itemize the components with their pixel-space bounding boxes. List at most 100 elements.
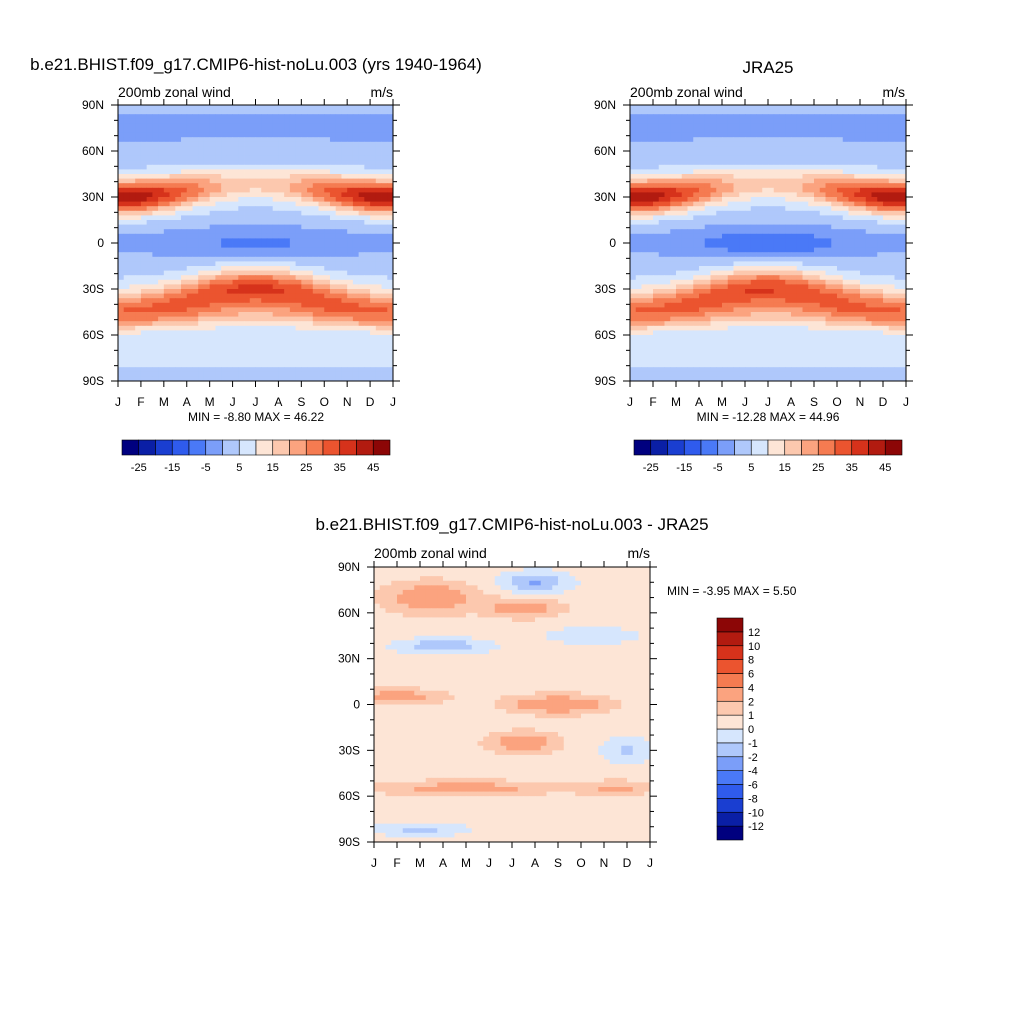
heatmap-cell [837, 284, 843, 289]
heatmap-cell [330, 215, 336, 220]
heatmap-cell [762, 211, 768, 216]
heatmap-cell [780, 261, 786, 266]
heatmap-cell [187, 330, 193, 335]
heatmap-cell [734, 248, 740, 253]
heatmap-cell [244, 243, 250, 248]
heatmap-cell [152, 137, 158, 142]
heatmap-cell [860, 105, 866, 110]
heatmap-cell [791, 160, 797, 165]
heatmap-cell [728, 289, 734, 294]
heatmap-cell [210, 284, 216, 289]
heatmap-cell [734, 266, 740, 271]
heatmap-cell [722, 275, 728, 280]
heatmap-cell [296, 238, 302, 243]
heatmap-cell [808, 114, 814, 119]
heatmap-cell [330, 142, 336, 147]
heatmap-cell [768, 169, 774, 174]
heatmap-cell [364, 312, 370, 317]
heatmap-cell [647, 188, 653, 193]
heatmap-cell [244, 234, 250, 239]
heatmap-cell [665, 275, 671, 280]
heatmap-cell [797, 165, 803, 170]
heatmap-cell [359, 165, 365, 170]
heatmap-cell [170, 183, 176, 188]
heatmap-cell [147, 133, 153, 138]
heatmap-cell [261, 133, 267, 138]
heatmap-cell [387, 229, 393, 234]
heatmap-cell [843, 252, 849, 257]
heatmap-cell [364, 238, 370, 243]
heatmap-cell [278, 234, 284, 239]
heatmap-cell [221, 114, 227, 119]
heatmap-cell [341, 160, 347, 165]
heatmap-cell [359, 271, 365, 276]
heatmap-cell [728, 261, 734, 266]
heatmap-cell [728, 192, 734, 197]
heatmap-cell [250, 238, 256, 243]
colorbar-swatch [122, 440, 139, 455]
heatmap-cell [791, 114, 797, 119]
heatmap-cell [273, 372, 279, 377]
heatmap-cell [866, 215, 872, 220]
heatmap-cell [688, 271, 694, 276]
heatmap-cell [705, 280, 711, 285]
heatmap-cell [324, 123, 330, 128]
heatmap-cell [347, 202, 353, 207]
heatmap-cell [866, 206, 872, 211]
heatmap-cell [659, 123, 665, 128]
heatmap-cell [900, 179, 906, 184]
heatmap-cell [336, 294, 342, 299]
heatmap-cell [170, 353, 176, 358]
heatmap-cell [261, 243, 267, 248]
heatmap-cell [215, 289, 221, 294]
heatmap-cell [141, 340, 147, 345]
heatmap-cell [860, 284, 866, 289]
heatmap-cell [387, 123, 393, 128]
heatmap-cell [762, 261, 768, 266]
heatmap-cell [359, 358, 365, 363]
heatmap-cell [376, 179, 382, 184]
heatmap-cell [376, 238, 382, 243]
heatmap-cell [221, 271, 227, 276]
heatmap-cell [780, 206, 786, 211]
colorbar-swatch [340, 440, 357, 455]
heatmap-cell [711, 133, 717, 138]
heatmap-cell [636, 257, 642, 262]
heatmap-cell [843, 146, 849, 151]
heatmap-cell [682, 192, 688, 197]
heatmap-cell [642, 271, 648, 276]
heatmap-cell [866, 248, 872, 253]
heatmap-cell [124, 174, 130, 179]
heatmap-cell [158, 238, 164, 243]
heatmap-cell [693, 128, 699, 133]
heatmap-cell [791, 197, 797, 202]
heatmap-cell [734, 211, 740, 216]
heatmap-cell [370, 174, 376, 179]
heatmap-cell [382, 294, 388, 299]
heatmap-cell [164, 119, 170, 124]
heatmap-cell [872, 252, 878, 257]
heatmap-cell [296, 229, 302, 234]
heatmap-cell [676, 225, 682, 230]
heatmap-cell [814, 225, 820, 230]
heatmap-cell [267, 335, 273, 340]
heatmap-cell [204, 358, 210, 363]
heatmap-cell [170, 340, 176, 345]
heatmap-cell [336, 326, 342, 331]
heatmap-cell [273, 317, 279, 322]
heatmap-cell [296, 188, 302, 193]
heatmap-cell [261, 284, 267, 289]
heatmap-cell [192, 303, 198, 308]
heatmap-cell [734, 114, 740, 119]
heatmap-cell [382, 280, 388, 285]
heatmap-cell [319, 289, 325, 294]
heatmap-cell [284, 367, 290, 372]
heatmap-cell [210, 271, 216, 276]
heatmap-cell [181, 202, 187, 207]
heatmap-cell [319, 234, 325, 239]
heatmap-cell [359, 349, 365, 354]
heatmap-cell [757, 128, 763, 133]
heatmap-cell [313, 303, 319, 308]
heatmap-cell [837, 271, 843, 276]
heatmap-cell [147, 215, 153, 220]
